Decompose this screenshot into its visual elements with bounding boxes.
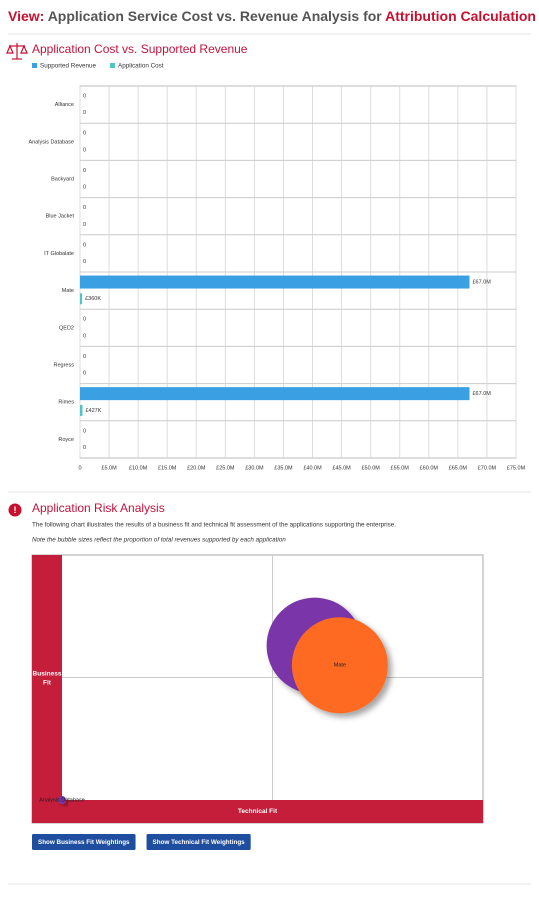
value-label: 0 (83, 222, 86, 228)
x-tick-label: £45.0M (332, 465, 351, 471)
x-tick-label: £60.0M (420, 465, 439, 471)
value-label: 0 (83, 317, 86, 323)
value-label: 0 (83, 242, 86, 248)
x-tick-label: £65.0M (449, 465, 468, 471)
button[interactable]: Show Business Fit Weightings (32, 834, 136, 850)
button-bg (146, 834, 251, 850)
y-tick-label: QED2 (59, 325, 74, 331)
x-axis-band (32, 800, 483, 823)
bar (80, 387, 470, 401)
alert-icon (8, 503, 22, 517)
scales-icon (6, 43, 28, 60)
header-prefix: View: (8, 8, 44, 24)
value-label: 0 (83, 259, 86, 265)
y-tick-label: Rimes (58, 400, 74, 406)
y-tick-label: IT Globalate (44, 251, 74, 257)
legend-label: Application Cost (118, 63, 164, 70)
x-tick-label: £15.0M (158, 465, 177, 471)
section-title: Application Cost vs. Supported Revenue (32, 42, 248, 56)
bubble (291, 617, 388, 714)
value-label: 0 (83, 205, 86, 211)
value-label: 0 (83, 428, 86, 434)
x-axis-label: Technical Fit (238, 808, 278, 815)
button[interactable]: Show Technical Fit Weightings (146, 834, 251, 850)
legend-swatch (110, 63, 116, 68)
value-label: £67.0M (472, 391, 491, 397)
x-tick-label: £75.0M (507, 465, 526, 471)
x-tick-label: £30.0M (245, 465, 264, 471)
section-note: Note the bubble sizes reflect the propor… (32, 537, 286, 544)
y-tick-label: Mate (62, 288, 74, 294)
value-label: £427K (85, 408, 101, 414)
button-bg (32, 834, 136, 850)
x-tick-label: £40.0M (303, 465, 322, 471)
value-label: 0 (83, 147, 86, 153)
value-label: 0 (83, 168, 86, 174)
value-label: 0 (83, 131, 86, 137)
y-axis-label: Business Fit (33, 670, 62, 686)
bubble-label: Analysis Database (39, 797, 85, 803)
x-tick-label: £70.0M (478, 465, 497, 471)
page-header: View: Application Service Cost vs. Reven… (8, 8, 539, 24)
y-axis-band (32, 555, 62, 800)
y-tick-label: Alliance (55, 102, 74, 108)
x-tick-label: £25.0M (216, 465, 235, 471)
value-label: 0 (83, 371, 86, 377)
value-label: 0 (83, 333, 86, 339)
legend-swatch (32, 63, 37, 68)
plot-frame (31, 554, 484, 824)
bar (80, 404, 83, 416)
x-tick-label: £10.0M (129, 465, 148, 471)
bubble (58, 796, 66, 804)
section-title: Application Risk Analysis (32, 501, 165, 515)
x-tick-label: £5.0M (101, 465, 117, 471)
y-tick-label: Backyard (51, 176, 74, 182)
button-label: Show Business Fit Weightings (38, 839, 130, 846)
legend-label: Supported Revenue (40, 63, 97, 70)
value-label: £360K (85, 296, 101, 302)
header-title: Application Service Cost vs. Revenue Ana… (48, 8, 383, 24)
value-label: 0 (83, 93, 86, 99)
value-label: 0 (83, 354, 86, 360)
value-label: 0 (83, 110, 86, 116)
y-tick-label: Analysis Database (28, 139, 74, 145)
y-tick-label: Royce (58, 437, 74, 443)
header-subject: Attribution Calculation Service (385, 8, 539, 24)
y-tick-label: Regress (54, 362, 75, 368)
button-label: Show Technical Fit Weightings (153, 839, 246, 846)
x-tick-label: £50.0M (361, 465, 380, 471)
x-tick-label: 0 (78, 465, 81, 471)
alert-icon-mark: ! (14, 505, 17, 515)
value-label: £67.0M (472, 279, 491, 285)
section-description: The following chart illustrates the resu… (32, 522, 396, 529)
bar (80, 293, 83, 305)
bar (80, 275, 470, 289)
x-tick-label: £35.0M (274, 465, 293, 471)
y-tick-label: Blue Jacket (46, 214, 75, 220)
value-label: 0 (83, 445, 86, 451)
x-tick-label: £20.0M (187, 465, 206, 471)
value-label: 0 (83, 185, 86, 191)
bubble-label: Mate (334, 663, 346, 669)
x-tick-label: £55.0M (391, 465, 410, 471)
